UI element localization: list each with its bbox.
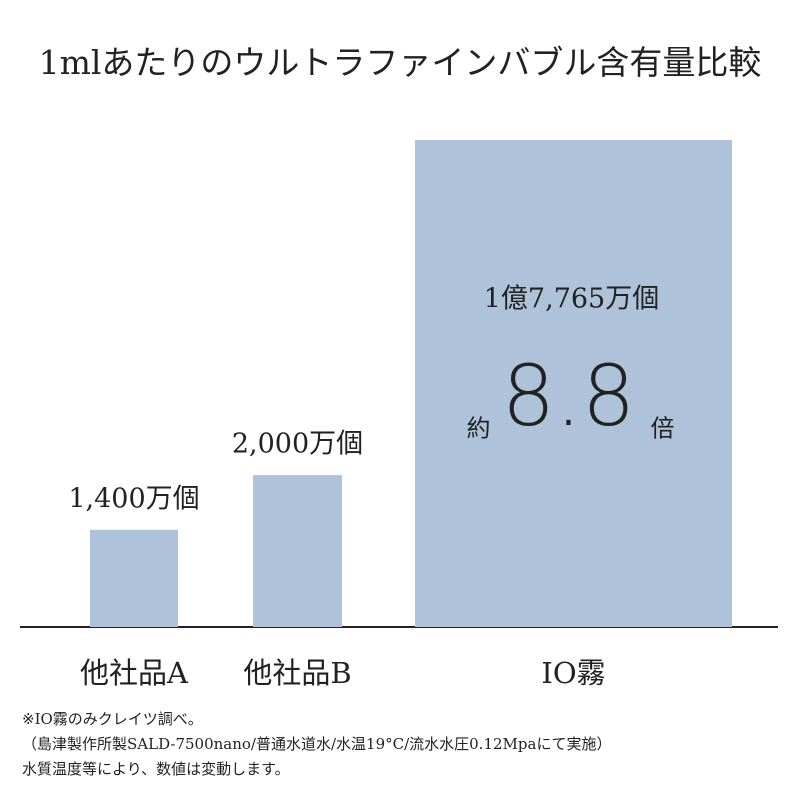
annotation-value: 8.8	[502, 347, 636, 445]
category-label: IO霧	[541, 656, 605, 690]
category-label: 他社品B	[243, 656, 351, 690]
value-label: 1,400万個	[68, 483, 199, 514]
value-label: 2,000万個	[232, 429, 363, 460]
annotation-suffix: 倍	[651, 415, 675, 443]
value-label: 1億7,765万個	[484, 284, 659, 315]
bar	[415, 140, 732, 627]
bar	[90, 529, 178, 627]
bar	[253, 475, 342, 627]
footnote: 水質温度等により、数値は変動します。	[22, 760, 290, 778]
annotation-prefix: 約	[467, 415, 491, 443]
chart-title: 1mlあたりのウルトラファインバブル含有量比較	[39, 43, 762, 82]
footnote: ※IO霧のみクレイツ調べ。	[22, 710, 203, 728]
category-label: 他社品A	[80, 656, 189, 690]
footnote: （島津製作所製SALD-7500nano/普通水道水/水温19°C/流水水圧0.…	[22, 735, 611, 753]
